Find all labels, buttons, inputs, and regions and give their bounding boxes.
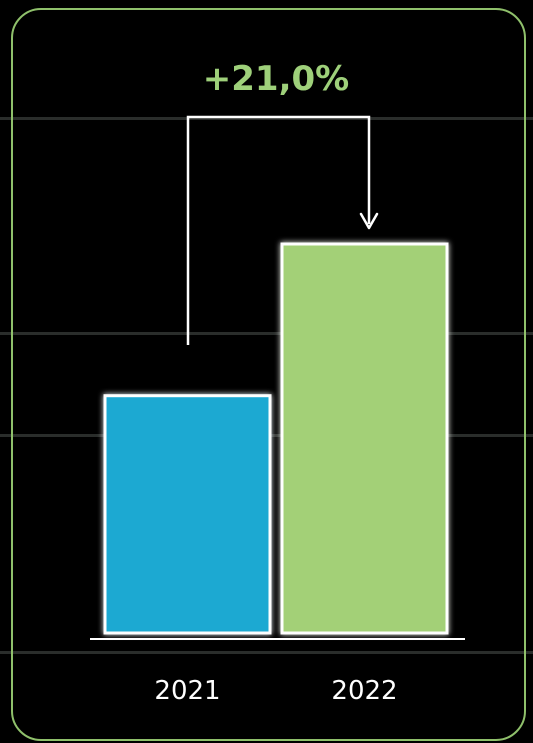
gridline-2 xyxy=(0,332,533,335)
gridline-4 xyxy=(0,651,533,654)
change-arrow-head xyxy=(359,212,379,230)
bar-2021 xyxy=(103,394,272,635)
x-tick-label-2022: 2022 xyxy=(331,676,397,706)
x-tick-label-2021: 2021 xyxy=(154,676,220,706)
gridline-1 xyxy=(0,117,533,120)
bar-2022 xyxy=(280,242,449,635)
change-annotation: +21,0% xyxy=(203,59,349,99)
change-arrow xyxy=(186,115,371,345)
chart-panel xyxy=(11,8,526,741)
